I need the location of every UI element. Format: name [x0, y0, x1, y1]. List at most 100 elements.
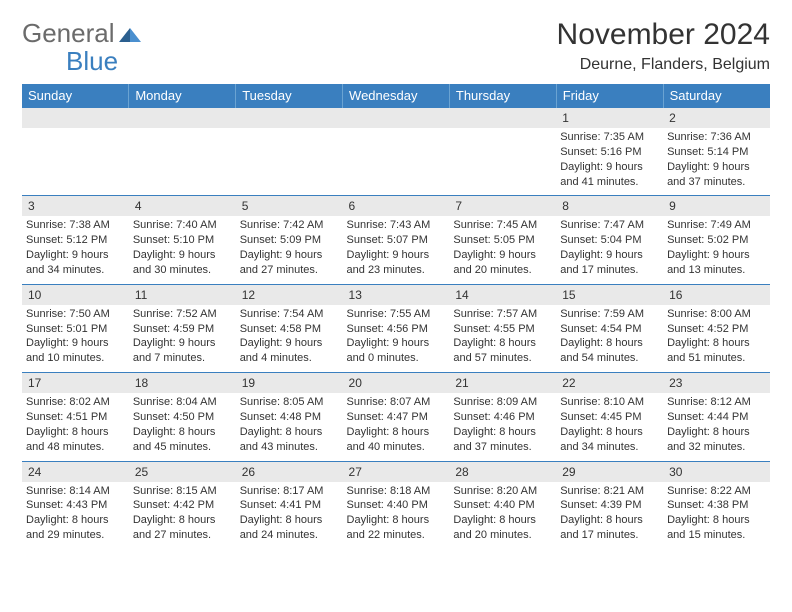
day-number-cell: 17: [22, 373, 129, 394]
day-ss: Sunset: 5:04 PM: [560, 233, 659, 248]
day-number-cell: 13: [343, 284, 450, 305]
day-number: 9: [669, 199, 676, 213]
day-dl2: and 57 minutes.: [453, 351, 552, 366]
day-dl2: and 41 minutes.: [560, 175, 659, 190]
logo-text-blue-wrap: Blue: [22, 46, 118, 77]
day-ss: Sunset: 4:56 PM: [347, 322, 446, 337]
day-number-cell: [449, 108, 556, 129]
day-number: 20: [349, 376, 362, 390]
day-detail-cell: Sunrise: 7:38 AMSunset: 5:12 PMDaylight:…: [22, 216, 129, 284]
day-number-cell: 2: [663, 108, 770, 129]
day-detail-cell: Sunrise: 8:10 AMSunset: 4:45 PMDaylight:…: [556, 393, 663, 461]
day-number: 7: [455, 199, 462, 213]
weekday-header-row: Sunday Monday Tuesday Wednesday Thursday…: [22, 84, 770, 108]
day-detail-cell: Sunrise: 8:21 AMSunset: 4:39 PMDaylight:…: [556, 482, 663, 549]
day-ss: Sunset: 4:58 PM: [240, 322, 339, 337]
day-detail-cell: Sunrise: 8:05 AMSunset: 4:48 PMDaylight:…: [236, 393, 343, 461]
day-number: 27: [349, 465, 362, 479]
day-sr: Sunrise: 8:05 AM: [240, 395, 339, 410]
day-dl1: Daylight: 8 hours: [240, 513, 339, 528]
weekday-header: Monday: [129, 84, 236, 108]
day-dl2: and 40 minutes.: [347, 440, 446, 455]
day-number-cell: 20: [343, 373, 450, 394]
weekday-header: Tuesday: [236, 84, 343, 108]
day-ss: Sunset: 4:42 PM: [133, 498, 232, 513]
day-ss: Sunset: 5:12 PM: [26, 233, 125, 248]
logo: General: [22, 18, 143, 49]
day-sr: Sunrise: 8:12 AM: [667, 395, 766, 410]
day-number-cell: 7: [449, 196, 556, 217]
day-ss: Sunset: 5:05 PM: [453, 233, 552, 248]
day-sr: Sunrise: 8:04 AM: [133, 395, 232, 410]
day-number-cell: 1: [556, 108, 663, 129]
day-number-cell: 24: [22, 461, 129, 482]
day-dl2: and 27 minutes.: [240, 263, 339, 278]
weekday-header: Friday: [556, 84, 663, 108]
day-number: 6: [349, 199, 356, 213]
day-sr: Sunrise: 8:14 AM: [26, 484, 125, 499]
month-title: November 2024: [557, 18, 770, 52]
day-detail-cell: Sunrise: 8:04 AMSunset: 4:50 PMDaylight:…: [129, 393, 236, 461]
day-dl1: Daylight: 9 hours: [26, 336, 125, 351]
day-detail-cell: Sunrise: 7:55 AMSunset: 4:56 PMDaylight:…: [343, 305, 450, 373]
day-ss: Sunset: 4:44 PM: [667, 410, 766, 425]
day-ss: Sunset: 4:39 PM: [560, 498, 659, 513]
day-number-cell: 16: [663, 284, 770, 305]
day-detail-cell: Sunrise: 7:50 AMSunset: 5:01 PMDaylight:…: [22, 305, 129, 373]
day-dl1: Daylight: 8 hours: [26, 513, 125, 528]
day-sr: Sunrise: 7:50 AM: [26, 307, 125, 322]
day-ss: Sunset: 4:54 PM: [560, 322, 659, 337]
day-dl2: and 20 minutes.: [453, 528, 552, 543]
day-detail-cell: Sunrise: 7:54 AMSunset: 4:58 PMDaylight:…: [236, 305, 343, 373]
day-number: 4: [135, 199, 142, 213]
day-number-cell: [236, 108, 343, 129]
day-sr: Sunrise: 7:52 AM: [133, 307, 232, 322]
day-sr: Sunrise: 8:07 AM: [347, 395, 446, 410]
day-sr: Sunrise: 7:57 AM: [453, 307, 552, 322]
day-number: 23: [669, 376, 682, 390]
day-number-cell: [343, 108, 450, 129]
calendar-table: Sunday Monday Tuesday Wednesday Thursday…: [22, 84, 770, 549]
day-dl1: Daylight: 8 hours: [453, 425, 552, 440]
day-detail-cell: Sunrise: 8:17 AMSunset: 4:41 PMDaylight:…: [236, 482, 343, 549]
day-number-cell: 14: [449, 284, 556, 305]
day-number-cell: [129, 108, 236, 129]
day-dl2: and 37 minutes.: [453, 440, 552, 455]
day-sr: Sunrise: 7:38 AM: [26, 218, 125, 233]
day-number-cell: 5: [236, 196, 343, 217]
day-number: 1: [562, 111, 569, 125]
day-dl1: Daylight: 9 hours: [667, 248, 766, 263]
day-number-cell: 19: [236, 373, 343, 394]
day-number: 10: [28, 288, 41, 302]
day-sr: Sunrise: 8:09 AM: [453, 395, 552, 410]
day-ss: Sunset: 4:50 PM: [133, 410, 232, 425]
calendar-body: 1 2 Sunrise: 7:35 AMSunset: 5:16 PMDaylig…: [22, 108, 770, 549]
day-dl2: and 30 minutes.: [133, 263, 232, 278]
day-detail-cell: Sunrise: 8:15 AMSunset: 4:42 PMDaylight:…: [129, 482, 236, 549]
day-sr: Sunrise: 8:22 AM: [667, 484, 766, 499]
day-number-cell: 22: [556, 373, 663, 394]
weekday-header: Saturday: [663, 84, 770, 108]
day-dl1: Daylight: 8 hours: [560, 425, 659, 440]
day-dl2: and 32 minutes.: [667, 440, 766, 455]
day-detail-cell: [129, 128, 236, 196]
logo-text-blue: Blue: [66, 46, 118, 76]
day-sr: Sunrise: 7:49 AM: [667, 218, 766, 233]
weekday-header: Thursday: [449, 84, 556, 108]
day-dl1: Daylight: 8 hours: [453, 336, 552, 351]
day-dl2: and 15 minutes.: [667, 528, 766, 543]
day-ss: Sunset: 4:47 PM: [347, 410, 446, 425]
day-sr: Sunrise: 7:40 AM: [133, 218, 232, 233]
day-number: 21: [455, 376, 468, 390]
day-detail-row: Sunrise: 7:35 AMSunset: 5:16 PMDaylight:…: [22, 128, 770, 196]
day-number-cell: 3: [22, 196, 129, 217]
day-detail-row: Sunrise: 7:50 AMSunset: 5:01 PMDaylight:…: [22, 305, 770, 373]
day-ss: Sunset: 4:45 PM: [560, 410, 659, 425]
day-number: 29: [562, 465, 575, 479]
day-dl1: Daylight: 9 hours: [347, 248, 446, 263]
day-dl2: and 45 minutes.: [133, 440, 232, 455]
day-number: 18: [135, 376, 148, 390]
day-dl1: Daylight: 8 hours: [133, 513, 232, 528]
day-dl2: and 0 minutes.: [347, 351, 446, 366]
day-ss: Sunset: 4:59 PM: [133, 322, 232, 337]
